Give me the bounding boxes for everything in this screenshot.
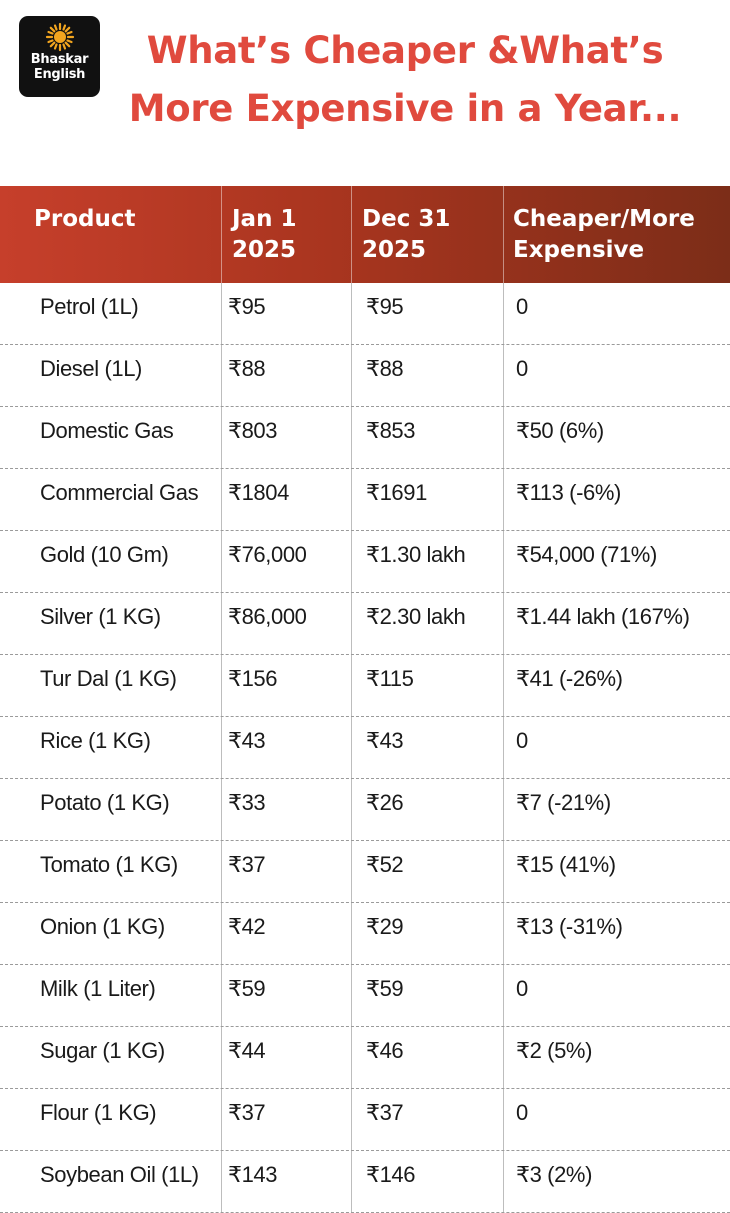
column-header-dec-31-2025: Dec 31 2025	[352, 186, 504, 283]
product-cell: Rice (1 KG)	[0, 717, 222, 778]
change-cell: ₹3 (2%)	[516, 1162, 592, 1187]
logo-text-line2: English	[33, 67, 86, 82]
change-cell: ₹2 (5%)	[516, 1038, 592, 1063]
product-cell: Commercial Gas	[0, 469, 222, 530]
page-title-line1: What’s Cheaper &What’s	[146, 29, 664, 72]
table-row: Onion (1 KG) ₹42 ₹29 ₹13 (-31%)	[0, 903, 730, 965]
jan-price-cell: ₹156	[222, 655, 352, 716]
dec-price-cell: ₹1691	[352, 469, 504, 530]
jan-price-cell: ₹88	[222, 345, 352, 406]
bhaskar-english-logo[interactable]: Bhaskar English	[19, 16, 100, 97]
jan-price-cell: ₹803	[222, 407, 352, 468]
dec-price-cell: ₹59	[352, 965, 504, 1026]
table-header-row: Product Jan 1 2025 Dec 31 2025 Cheaper/M…	[0, 186, 730, 283]
jan-price-cell: ₹59	[222, 965, 352, 1026]
change-cell: 0	[516, 976, 528, 1001]
change-cell: ₹7 (-21%)	[516, 790, 611, 815]
table-row: Potato (1 KG) ₹33 ₹26 ₹7 (-21%)	[0, 779, 730, 841]
product-cell: Potato (1 KG)	[0, 779, 222, 840]
dec-price-cell: ₹29	[352, 903, 504, 964]
dec-price-cell: ₹46	[352, 1027, 504, 1088]
dec-price-cell: ₹853	[352, 407, 504, 468]
table-row: Milk (1 Liter) ₹59 ₹59 0	[0, 965, 730, 1027]
table-row: Silver (1 KG) ₹86,000 ₹2.30 lakh ₹1.44 lakh…	[0, 593, 730, 655]
product-cell: Onion (1 KG)	[0, 903, 222, 964]
jan-price-cell: ₹86,000	[222, 593, 352, 654]
table-body: Petrol (1L) ₹95 ₹95 0 Diesel (1L) ₹88 ₹88 0 Dome…	[0, 283, 730, 1213]
product-cell: Silver (1 KG)	[0, 593, 222, 654]
column-header-jan-1-2025: Jan 1 2025	[222, 186, 352, 283]
table-row: Diesel (1L) ₹88 ₹88 0	[0, 345, 730, 407]
table-row: Tomato (1 KG) ₹37 ₹52 ₹15 (41%)	[0, 841, 730, 903]
product-cell: Domestic Gas	[0, 407, 222, 468]
column-header-change: Cheaper/More Expensive	[513, 206, 695, 263]
table-row: Domestic Gas ₹803 ₹853 ₹50 (6%)	[0, 407, 730, 469]
jan-price-cell: ₹37	[222, 1089, 352, 1150]
product-cell: Sugar (1 KG)	[0, 1027, 222, 1088]
table-row: Rice (1 KG) ₹43 ₹43 0	[0, 717, 730, 779]
dec-price-cell: ₹146	[352, 1151, 504, 1212]
table-row: Commercial Gas ₹1804 ₹1691 ₹113 (-6%)	[0, 469, 730, 531]
change-cell: ₹13 (-31%)	[516, 914, 623, 939]
jan-price-cell: ₹37	[222, 841, 352, 902]
change-cell: 0	[516, 294, 528, 319]
change-cell: 0	[516, 1100, 528, 1125]
dec-price-cell: ₹115	[352, 655, 504, 716]
product-cell: Petrol (1L)	[0, 283, 222, 344]
logo-text-line1: Bhaskar	[30, 52, 89, 67]
page-title-line2: More Expensive in a Year...	[128, 87, 682, 130]
change-cell: 0	[516, 728, 528, 753]
dec-price-cell: ₹26	[352, 779, 504, 840]
jan-price-cell: ₹42	[222, 903, 352, 964]
dec-price-cell: ₹95	[352, 283, 504, 344]
dec-price-cell: ₹43	[352, 717, 504, 778]
dec-price-cell: ₹88	[352, 345, 504, 406]
product-cell: Milk (1 Liter)	[0, 965, 222, 1026]
column-header-product: Product	[0, 186, 222, 283]
change-cell: ₹113 (-6%)	[516, 480, 621, 505]
jan-price-cell: ₹44	[222, 1027, 352, 1088]
product-cell: Soybean Oil (1L)	[0, 1151, 222, 1212]
table-row: Gold (10 Gm) ₹76,000 ₹1.30 lakh ₹54,000 (71…	[0, 531, 730, 593]
table-row: Sugar (1 KG) ₹44 ₹46 ₹2 (5%)	[0, 1027, 730, 1089]
table-row: Tur Dal (1 KG) ₹156 ₹115 ₹41 (-26%)	[0, 655, 730, 717]
sun-icon	[45, 22, 74, 52]
change-cell: ₹50 (6%)	[516, 418, 604, 443]
jan-price-cell: ₹76,000	[222, 531, 352, 592]
price-comparison-table: Product Jan 1 2025 Dec 31 2025 Cheaper/M…	[0, 186, 730, 1213]
change-cell: ₹41 (-26%)	[516, 666, 623, 691]
jan-price-cell: ₹143	[222, 1151, 352, 1212]
dec-price-cell: ₹52	[352, 841, 504, 902]
product-cell: Tomato (1 KG)	[0, 841, 222, 902]
change-cell: ₹54,000 (71%)	[516, 542, 657, 567]
dec-price-cell: ₹2.30 lakh	[352, 593, 504, 654]
header: Bhaskar English What’s Cheaper &What’s M…	[0, 0, 730, 186]
change-cell: ₹15 (41%)	[516, 852, 616, 877]
table-row: Soybean Oil (1L) ₹143 ₹146 ₹3 (2%)	[0, 1151, 730, 1213]
table-row: Flour (1 KG) ₹37 ₹37 0	[0, 1089, 730, 1151]
jan-price-cell: ₹33	[222, 779, 352, 840]
dec-price-cell: ₹1.30 lakh	[352, 531, 504, 592]
change-cell: 0	[516, 356, 528, 381]
dec-price-cell: ₹37	[352, 1089, 504, 1150]
table-row: Petrol (1L) ₹95 ₹95 0	[0, 283, 730, 345]
product-cell: Gold (10 Gm)	[0, 531, 222, 592]
jan-price-cell: ₹1804	[222, 469, 352, 530]
page-title: What’s Cheaper &What’s More Expensive in…	[105, 22, 705, 138]
change-cell: ₹1.44 lakh (167%)	[516, 604, 690, 629]
product-cell: Diesel (1L)	[0, 345, 222, 406]
product-cell: Tur Dal (1 KG)	[0, 655, 222, 716]
product-cell: Flour (1 KG)	[0, 1089, 222, 1150]
jan-price-cell: ₹43	[222, 717, 352, 778]
jan-price-cell: ₹95	[222, 283, 352, 344]
